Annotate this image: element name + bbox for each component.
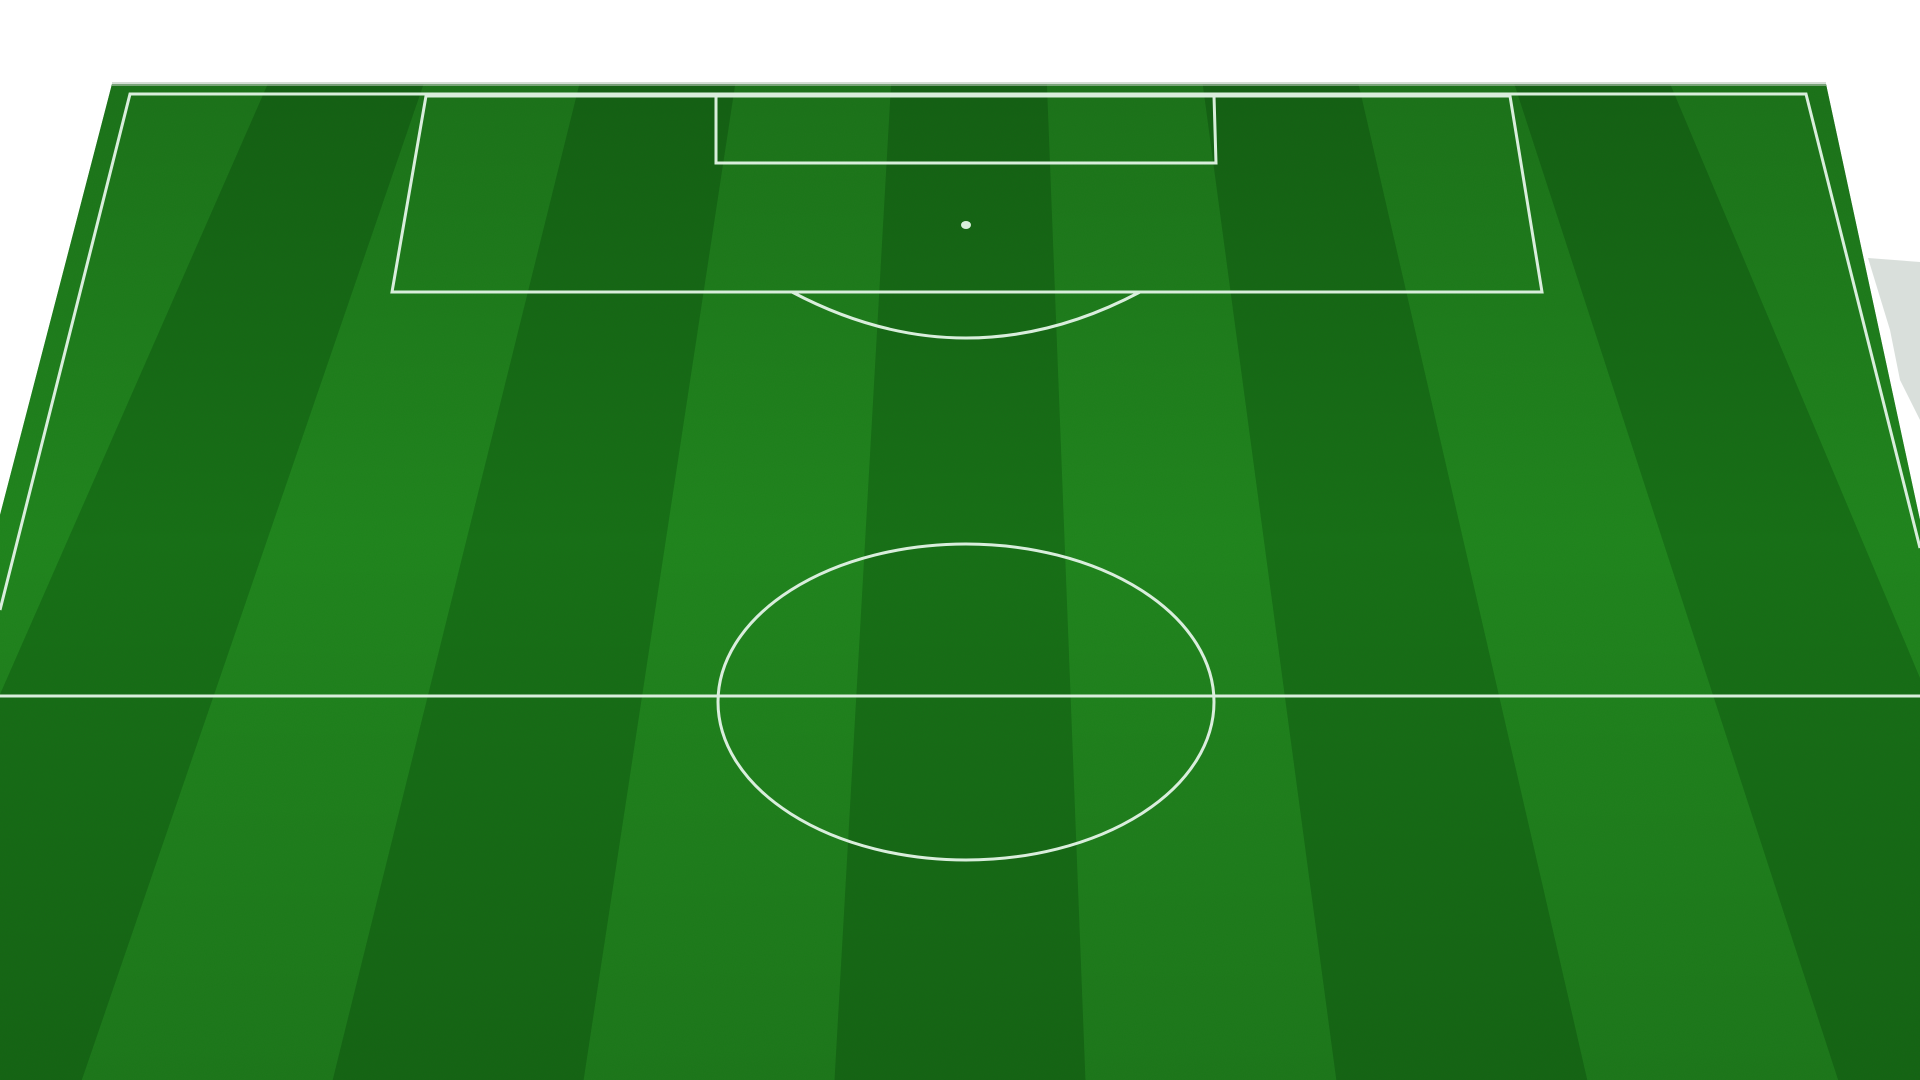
sideline-wall-right (1868, 258, 1920, 420)
centre-circle (716, 542, 1216, 862)
touchline-boundary (0, 92, 1920, 611)
pitch-markings (0, 92, 1920, 862)
goal-area (714, 94, 1218, 165)
penalty-spot (961, 221, 971, 229)
penalty-arc (791, 290, 1141, 340)
